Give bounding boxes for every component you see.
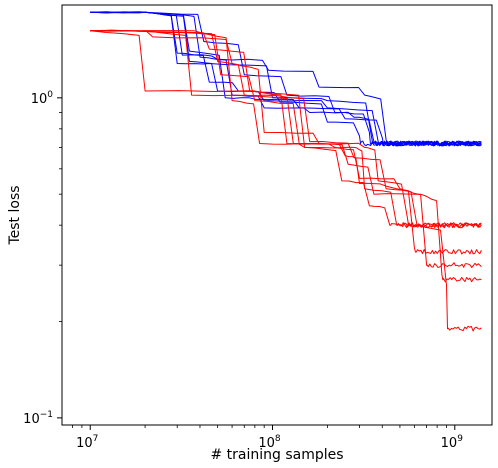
- red-series-line-13: [90, 30, 482, 229]
- red-series-line-7: [90, 29, 482, 229]
- y-axis-label: Test loss: [7, 185, 23, 245]
- red-series-line-12: [90, 30, 482, 332]
- red-series-line-8: [90, 30, 482, 255]
- series-layer: [90, 11, 482, 332]
- x-tick-label-0: 107: [76, 434, 98, 451]
- blue-series-line-2: [90, 11, 482, 147]
- blue-series-line-3: [90, 11, 482, 147]
- axis-layer: 107 108 109 10−1 100: [23, 90, 463, 451]
- blue-series-line-5: [90, 11, 482, 147]
- plot-frame: [61, 4, 493, 426]
- blue-series-line-4: [90, 11, 482, 147]
- x-tick-label-2: 109: [441, 434, 464, 451]
- red-series-line-10: [90, 30, 482, 283]
- x-tick-label-1: 108: [258, 434, 281, 451]
- red-series-line-9: [90, 29, 482, 268]
- y-tick-label-1: 100: [31, 90, 54, 107]
- y-tick-label-0: 10−1: [23, 410, 53, 427]
- red-series-line-11: [90, 29, 482, 229]
- x-axis-label: # training samples: [210, 447, 343, 463]
